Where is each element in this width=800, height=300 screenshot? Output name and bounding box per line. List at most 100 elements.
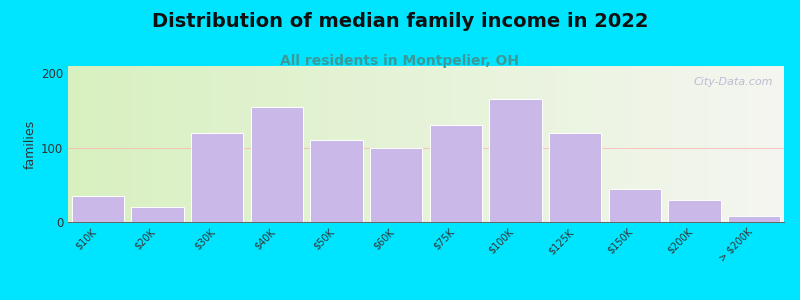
Bar [626,66,630,222]
Bar [71,66,75,222]
Bar [114,66,118,222]
Bar [68,66,71,222]
Bar [118,66,122,222]
Bar [286,66,290,222]
Bar [282,66,286,222]
Bar [648,66,651,222]
Bar [658,66,662,222]
Bar [168,66,172,222]
Bar [755,66,759,222]
Bar [122,66,126,222]
Bar [318,66,322,222]
Bar [139,66,143,222]
Bar [322,66,326,222]
Bar [376,66,379,222]
Bar [190,66,194,222]
Bar [609,189,661,222]
Bar [175,66,179,222]
Bar [146,66,150,222]
Bar [440,66,444,222]
Bar [451,66,454,222]
Bar [301,66,304,222]
Bar [752,66,755,222]
Bar [386,66,390,222]
Bar [515,66,519,222]
Bar [706,66,709,222]
Bar [236,66,240,222]
Bar [745,66,748,222]
Bar [476,66,480,222]
Bar [415,66,419,222]
Bar [454,66,458,222]
Bar [294,66,297,222]
Bar [419,66,422,222]
Bar [276,66,279,222]
Bar [562,66,566,222]
Bar [534,66,537,222]
Bar [347,66,351,222]
Bar [594,66,598,222]
Bar [333,66,337,222]
Bar [222,66,226,222]
Bar [687,66,691,222]
Bar [734,66,738,222]
Bar [430,125,482,222]
Bar [774,66,777,222]
Bar [197,66,201,222]
Bar [379,66,383,222]
Bar [490,99,542,222]
Bar [370,148,422,222]
Bar [297,66,301,222]
Bar [623,66,626,222]
Bar [616,66,619,222]
Bar [609,66,612,222]
Bar [326,66,330,222]
Bar [211,66,214,222]
Bar [580,66,583,222]
Bar [766,66,770,222]
Bar [86,66,90,222]
Bar [390,66,394,222]
Bar [738,66,741,222]
Bar [143,66,146,222]
Text: All residents in Montpelier, OH: All residents in Montpelier, OH [281,54,519,68]
Bar [126,66,129,222]
Bar [351,66,354,222]
Bar [662,66,666,222]
Bar [576,66,580,222]
Bar [713,66,716,222]
Bar [655,66,658,222]
Bar [541,66,544,222]
Bar [677,66,680,222]
Bar [526,66,530,222]
Bar [430,66,433,222]
Bar [444,66,447,222]
Bar [131,207,184,222]
Bar [519,66,522,222]
Bar [612,66,616,222]
Bar [598,66,602,222]
Bar [698,66,702,222]
Bar [372,66,376,222]
Bar [100,66,104,222]
Bar [186,66,190,222]
Bar [466,66,469,222]
Bar [290,66,294,222]
Bar [136,66,140,222]
Bar [90,66,93,222]
Bar [583,66,587,222]
Bar [522,66,526,222]
Bar [107,66,111,222]
Bar [505,66,508,222]
Bar [723,66,726,222]
Bar [262,66,265,222]
Bar [508,66,512,222]
Bar [544,66,548,222]
Bar [214,66,218,222]
Bar [229,66,233,222]
Bar [133,66,136,222]
Bar [494,66,498,222]
Bar [644,66,648,222]
Bar [512,66,515,222]
Bar [590,66,594,222]
